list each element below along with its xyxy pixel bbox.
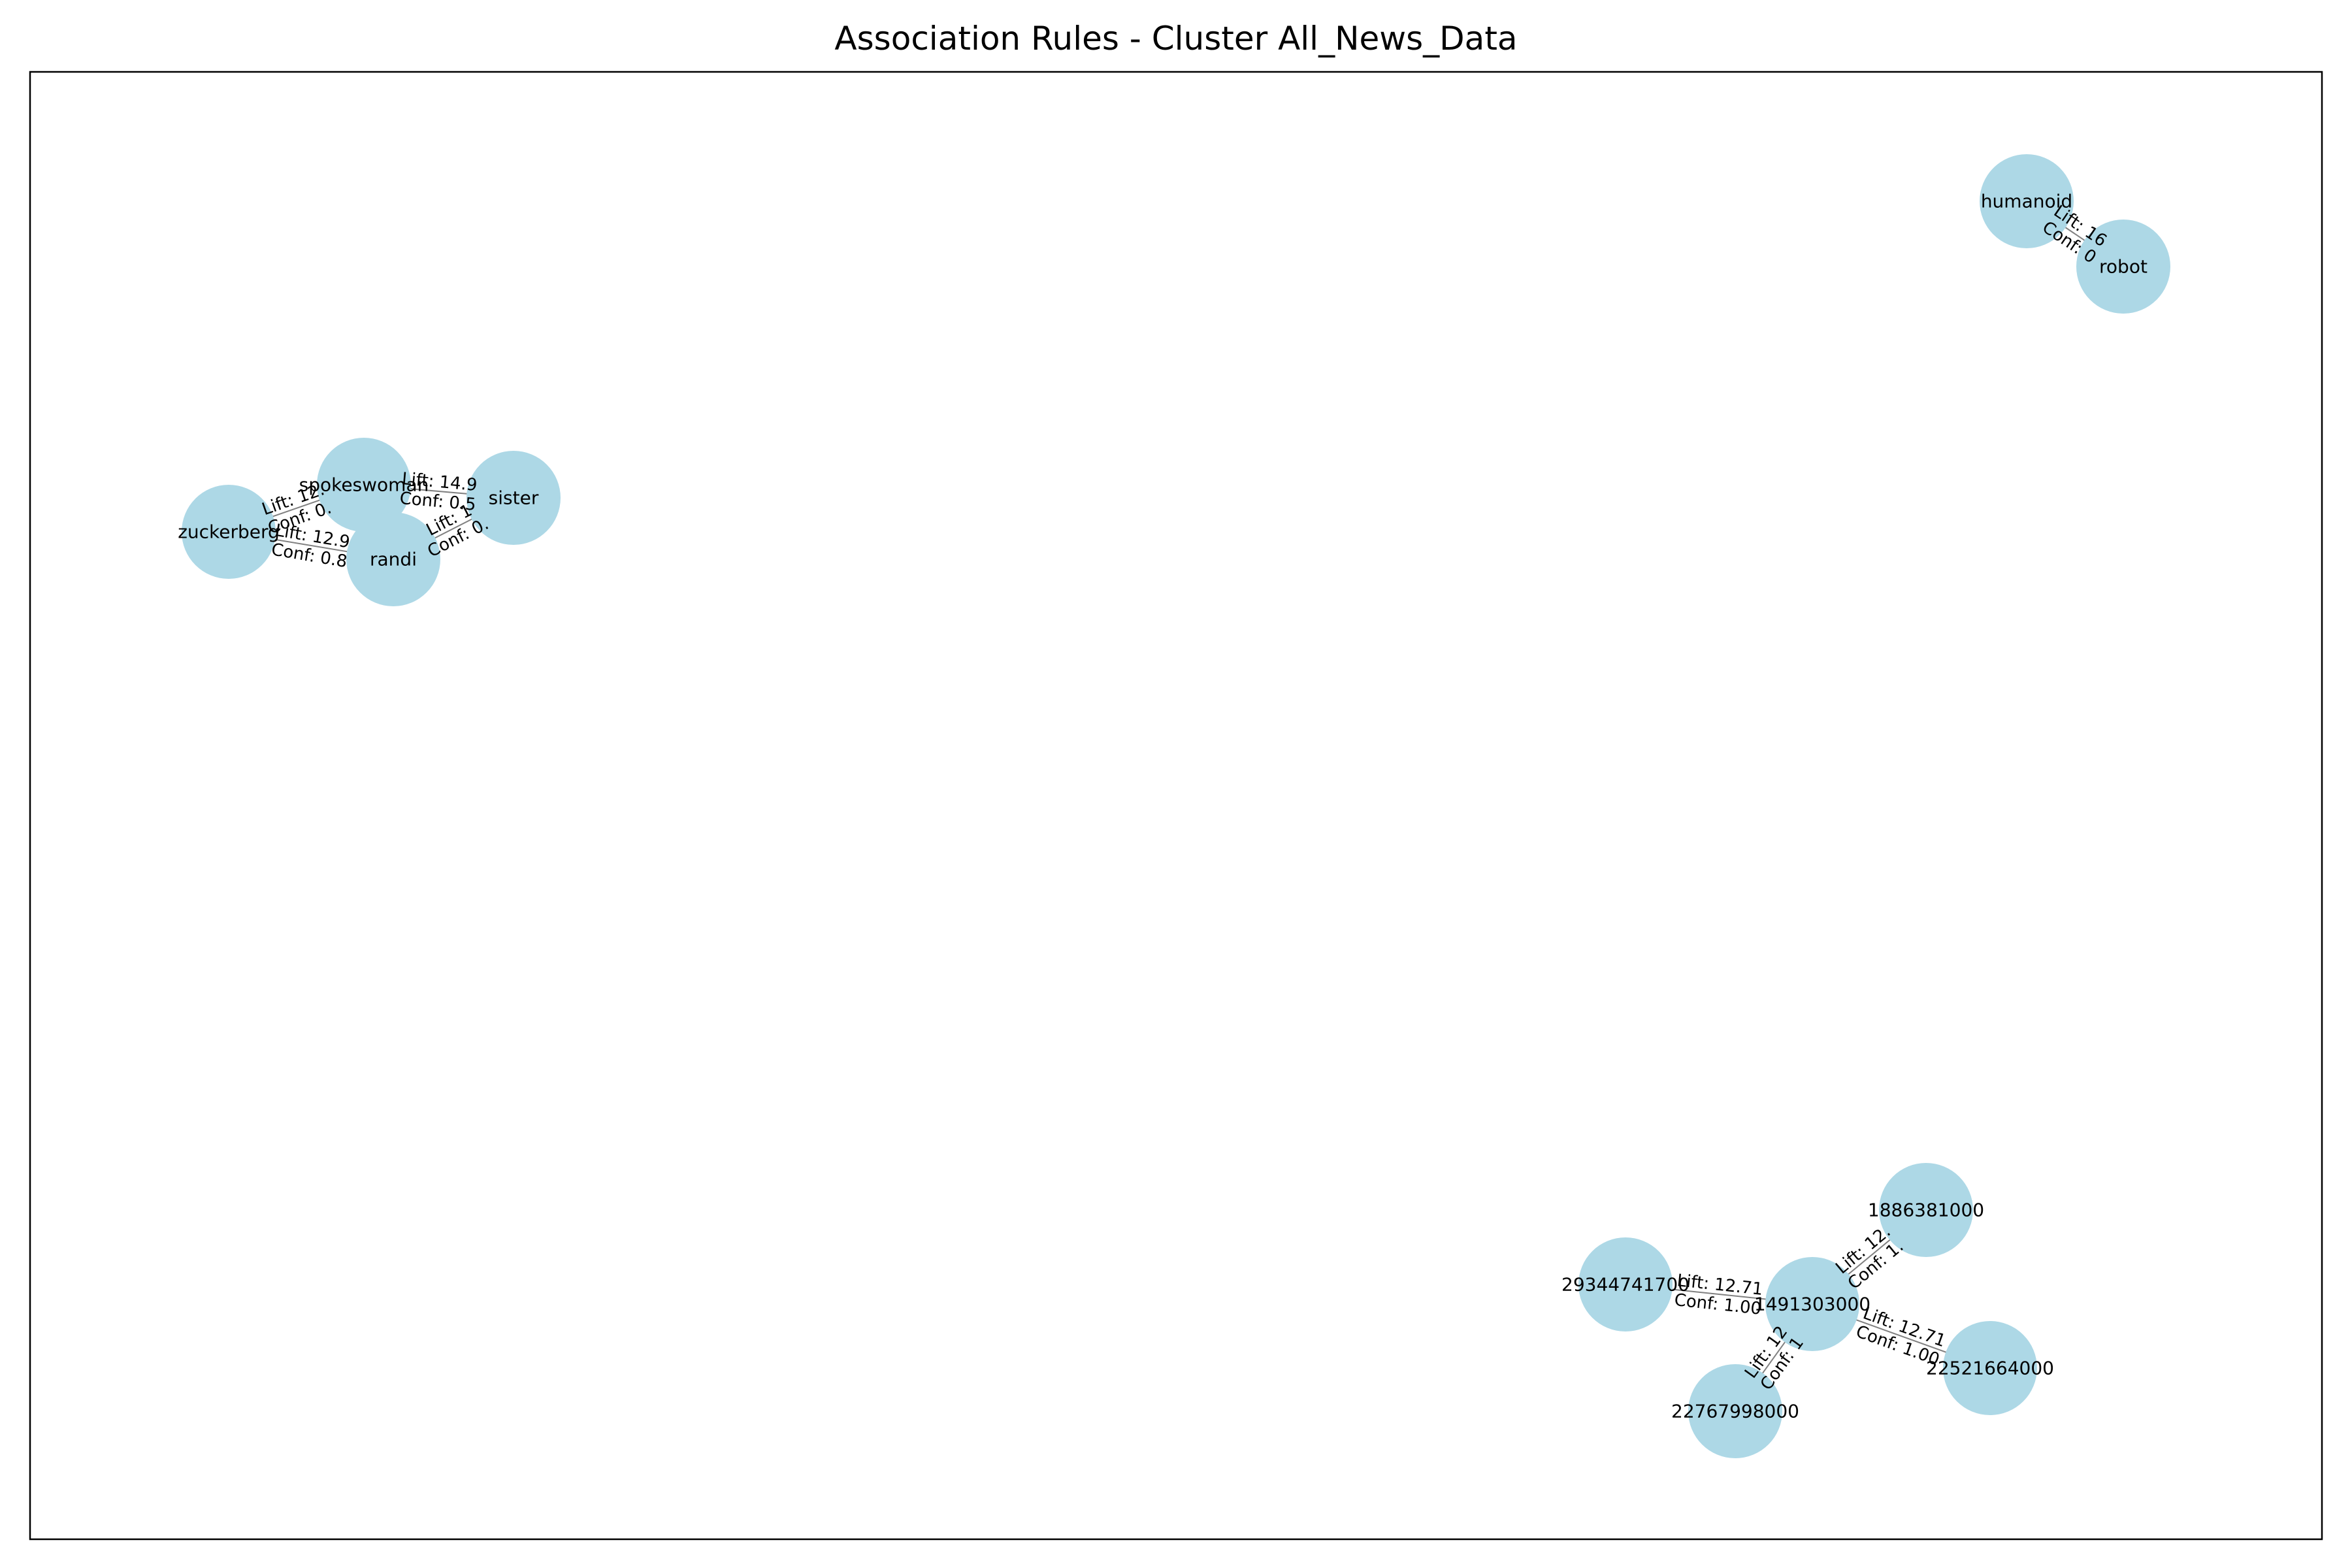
node-label-robot: robot [2099, 256, 2148, 278]
node-label-spokeswoman: spokeswoman [299, 474, 429, 496]
node-label-humanoid: humanoid [1981, 191, 2072, 212]
edges-layer [228, 201, 2124, 1412]
node-label-randi: randi [370, 549, 417, 570]
node-label-n29344741700: 29344741700 [1561, 1274, 1690, 1296]
node-label-n22521664000: 22521664000 [1926, 1358, 2054, 1379]
node-n1886381000 [1879, 1163, 1973, 1257]
node-label-zuckerberg: zuckerberg [178, 521, 280, 543]
figure-title: Association Rules - Cluster All_News_Dat… [834, 20, 1518, 57]
nodes-layer: humanoid robot spokeswoman sister zuckerberg… [178, 154, 2170, 1458]
node-n29344741700 [1578, 1237, 1673, 1331]
node-humanoid [1980, 154, 2074, 248]
node-n22767998000 [1688, 1364, 1782, 1458]
plot-frame [29, 71, 2323, 1541]
node-label-sister: sister [489, 487, 539, 509]
node-robot [2076, 220, 2170, 314]
node-label-n22767998000: 22767998000 [1671, 1401, 1799, 1422]
node-sister [466, 451, 561, 545]
node-spokeswoman [317, 438, 411, 532]
node-label-n1491303000: 1491303000 [1754, 1294, 1870, 1315]
node-label-n1886381000: 1886381000 [1868, 1200, 1984, 1221]
node-n1491303000 [1765, 1257, 1859, 1351]
node-randi [346, 512, 440, 606]
node-zuckerberg [182, 485, 276, 579]
node-n22521664000 [1943, 1321, 2037, 1415]
